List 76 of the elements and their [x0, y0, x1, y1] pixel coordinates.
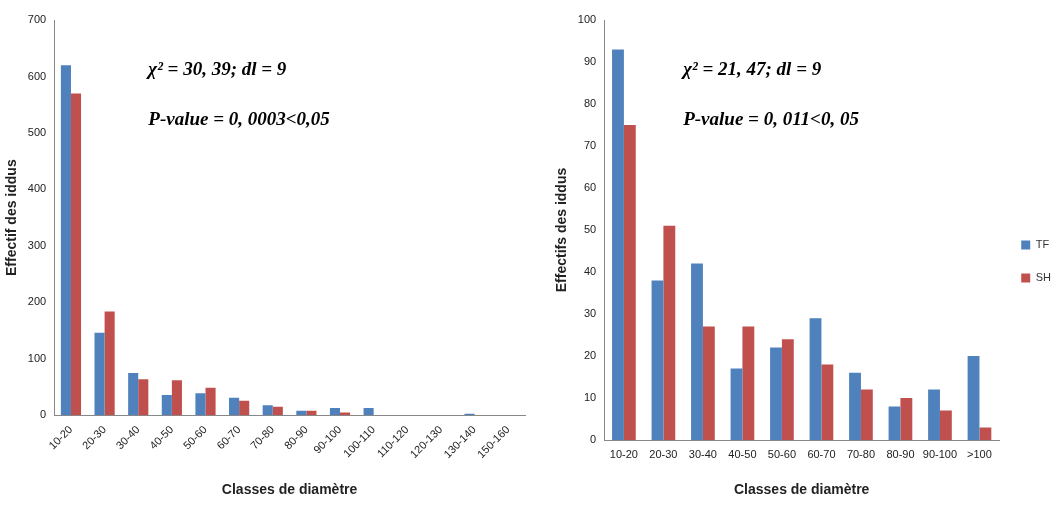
bar	[663, 225, 676, 440]
bar	[939, 410, 952, 440]
bar	[651, 280, 664, 440]
bar	[770, 347, 782, 440]
x-tick-label: 60-70	[807, 447, 836, 460]
bar	[900, 398, 913, 440]
legend-label: SH	[1035, 271, 1052, 284]
bar	[329, 407, 341, 416]
y-axis-title: Effectifs des iddus	[553, 167, 570, 293]
y-tick-label: 700	[27, 13, 47, 26]
bar	[888, 406, 901, 440]
bar	[60, 65, 71, 416]
bar	[239, 400, 250, 416]
y-tick-label: 500	[27, 125, 47, 138]
y-axis-title: Effectif des iddus	[3, 159, 20, 276]
bar	[928, 389, 940, 440]
y-tick-label: 80	[583, 97, 597, 110]
y-tick-label: 60	[583, 181, 597, 194]
annotation: χ² = 21, 47; dl = 9	[680, 57, 822, 79]
x-tick-label: 50-60	[767, 447, 796, 460]
annotation: χ² = 30, 39; dl = 9	[145, 57, 287, 79]
annotation: P-value = 0, 0003<0,05	[147, 107, 331, 129]
bar	[205, 387, 216, 416]
x-tick-label: 30-40	[688, 447, 717, 460]
bar	[272, 406, 283, 416]
bar	[979, 427, 992, 440]
y-tick-label: 10	[583, 391, 597, 404]
x-tick-label: 90-100	[922, 447, 958, 460]
annotation: P-value = 0, 011<0, 05	[682, 107, 860, 129]
bar	[730, 368, 743, 440]
bar	[94, 332, 105, 416]
bar	[821, 364, 834, 440]
bar	[691, 263, 703, 440]
x-tick-label: 70-80	[846, 447, 876, 460]
bar	[809, 318, 822, 440]
bar	[195, 393, 206, 416]
bar	[967, 356, 980, 440]
bar	[781, 339, 794, 440]
y-tick-label: 70	[583, 139, 597, 152]
bar	[104, 311, 115, 416]
x-axis-title: Classes de diamètre	[221, 481, 358, 498]
y-tick-label: 100	[27, 351, 47, 364]
bar	[742, 326, 755, 440]
x-tick-label: 10-20	[609, 447, 638, 460]
y-tick-label: 0	[40, 408, 47, 421]
x-tick-label: >100	[967, 447, 992, 460]
y-tick-label: 200	[27, 295, 47, 308]
bar	[229, 397, 240, 416]
bar	[612, 49, 624, 440]
legend-label: TF	[1035, 238, 1050, 251]
y-tick-label: 0	[590, 433, 597, 446]
y-tick-label: 600	[27, 69, 47, 82]
bar	[138, 379, 149, 416]
bar	[161, 394, 172, 416]
bar	[702, 326, 715, 440]
bar	[128, 372, 139, 416]
y-tick-label: 50	[583, 223, 597, 236]
y-tick-label: 300	[27, 238, 47, 251]
bar	[623, 125, 636, 440]
bar	[262, 405, 273, 416]
y-tick-label: 90	[583, 55, 597, 68]
bar	[340, 412, 351, 416]
bar	[849, 372, 861, 440]
x-tick-label: 40-50	[728, 447, 757, 460]
y-tick-label: 40	[583, 265, 597, 278]
y-tick-label: 100	[577, 13, 597, 26]
bar	[363, 407, 374, 416]
bar	[171, 380, 182, 416]
y-tick-label: 30	[583, 307, 597, 320]
bar	[860, 389, 873, 440]
x-tick-label: 80-90	[886, 447, 915, 460]
bar	[70, 93, 82, 416]
x-axis-title: Classes de diamètre	[733, 481, 870, 498]
y-tick-label: 400	[27, 182, 47, 195]
y-tick-label: 20	[583, 349, 597, 362]
x-tick-label: 20-30	[649, 447, 678, 460]
